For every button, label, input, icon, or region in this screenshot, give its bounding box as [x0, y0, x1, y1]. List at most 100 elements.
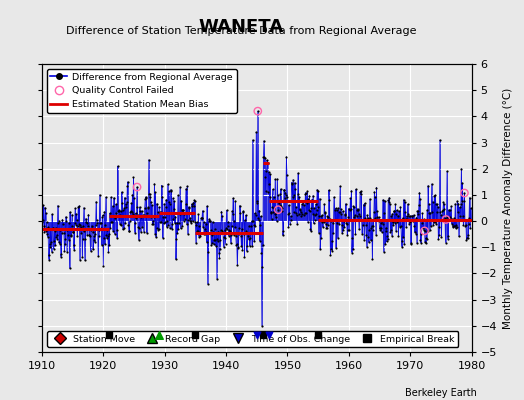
Point: [441, 239, 450, 246]
Point: [69, 229, 78, 236]
Point: [312, 207, 321, 213]
Point: [216, 246, 224, 252]
Point: [101, 241, 109, 247]
Point: [259, 332, 267, 338]
Point: [156, 219, 164, 225]
Point: [183, 183, 191, 190]
Point: [273, 176, 281, 182]
Point: [41, 210, 50, 216]
Point: [455, 233, 463, 240]
Point: [122, 204, 130, 210]
Point: [421, 235, 430, 242]
Point: [84, 223, 92, 229]
Point: [309, 192, 317, 199]
Point: [347, 206, 355, 212]
Point: [328, 246, 336, 252]
Point: [191, 332, 200, 338]
Point: [166, 201, 174, 207]
Point: [298, 201, 306, 208]
Point: [400, 199, 409, 205]
Point: [263, 157, 271, 163]
Point: [378, 220, 387, 227]
Point: [243, 233, 252, 239]
Point: [315, 196, 324, 202]
Point: [149, 218, 157, 224]
Point: [178, 207, 187, 213]
Point: [444, 236, 452, 242]
Point: [55, 218, 63, 224]
Point: [192, 240, 200, 246]
Point: [119, 225, 128, 231]
Point: [110, 194, 118, 201]
Point: [329, 220, 337, 226]
Point: [195, 223, 204, 229]
Point: [229, 195, 237, 201]
Point: [93, 220, 101, 226]
Point: [163, 181, 172, 188]
Point: [366, 196, 374, 202]
Point: [254, 215, 263, 221]
Point: [50, 238, 58, 245]
Point: [355, 212, 364, 219]
Point: [200, 226, 209, 232]
Point: [431, 219, 439, 226]
Point: [83, 231, 91, 238]
Point: [433, 201, 442, 208]
Point: [297, 209, 305, 215]
Point: [343, 221, 351, 228]
Point: [124, 222, 133, 228]
Point: [450, 215, 458, 222]
Point: [237, 243, 246, 249]
Point: [447, 203, 455, 210]
Point: [64, 237, 73, 243]
Point: [185, 204, 193, 211]
Point: [114, 208, 122, 214]
Point: [442, 214, 451, 220]
Point: [235, 231, 243, 238]
Point: [377, 225, 385, 231]
Point: [234, 244, 243, 250]
Point: [416, 196, 424, 202]
Point: [94, 252, 102, 259]
Point: [236, 202, 244, 209]
Point: [253, 198, 261, 204]
Point: [104, 233, 112, 240]
Point: [231, 224, 239, 230]
Point: [57, 253, 65, 260]
Point: [414, 211, 422, 217]
Point: [126, 209, 135, 216]
Point: [460, 190, 468, 196]
Point: [146, 191, 154, 198]
Point: [322, 224, 331, 231]
Point: [177, 225, 185, 232]
Point: [452, 225, 460, 232]
Point: [137, 214, 145, 221]
Point: [404, 211, 412, 218]
Point: [438, 208, 446, 214]
Point: [412, 230, 420, 237]
Point: [396, 204, 405, 210]
Point: [365, 239, 373, 246]
Point: [395, 208, 403, 214]
Point: [232, 242, 241, 249]
Point: [341, 212, 349, 218]
Point: [405, 213, 413, 220]
Point: [298, 211, 307, 217]
Point: [276, 202, 284, 208]
Point: [225, 229, 234, 235]
Point: [148, 221, 157, 227]
Point: [234, 245, 242, 252]
Point: [346, 195, 355, 202]
Point: [440, 200, 448, 207]
Point: [54, 239, 63, 246]
Point: [258, 323, 266, 329]
Point: [331, 205, 340, 212]
Point: [381, 241, 389, 247]
Point: [397, 238, 406, 244]
Point: [238, 226, 246, 232]
Point: [330, 206, 339, 213]
Point: [53, 236, 61, 242]
Point: [321, 209, 329, 216]
Point: [239, 208, 247, 215]
Point: [80, 228, 89, 234]
